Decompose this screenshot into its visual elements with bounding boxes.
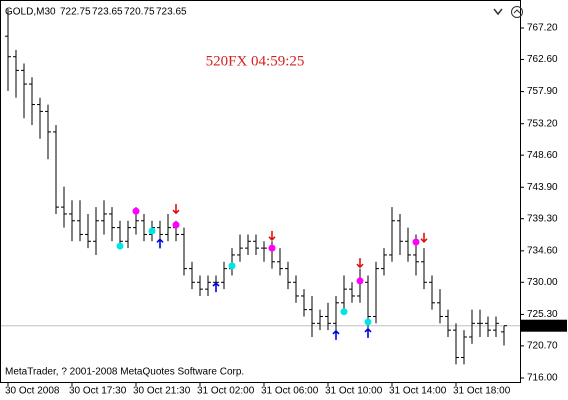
window-buttons[interactable] <box>493 6 523 18</box>
buy-arrow <box>364 327 372 338</box>
x-tick-label: 30 Oct 17:30 <box>69 386 127 397</box>
y-tick-label: 734.60 <box>527 245 558 256</box>
signal-dot <box>228 262 236 270</box>
price-box <box>521 319 567 332</box>
y-tick-label: 757.90 <box>527 86 558 97</box>
header-open: 722.75 <box>60 7 91 18</box>
y-tick-label: 720.70 <box>527 341 558 352</box>
x-tick-label: 31 Oct 02:00 <box>197 386 255 397</box>
y-tick-label: 730.00 <box>527 277 558 288</box>
header-high: 723.65 <box>92 7 123 18</box>
symbol: GOLD,M30 <box>5 7 56 18</box>
signal-dot <box>364 318 372 326</box>
y-tick-label: 753.20 <box>527 118 558 129</box>
sell-arrow <box>420 232 428 243</box>
x-tick-label: 31 Oct 06:00 <box>261 386 319 397</box>
sell-arrow <box>172 204 180 215</box>
x-tick-label: 30 Oct 2008 <box>5 386 60 397</box>
signal-dot <box>356 277 364 285</box>
y-tick-label: 716.00 <box>527 373 558 384</box>
signal-dot <box>340 308 348 316</box>
signal-dot <box>132 207 140 215</box>
y-tick-label: 739.30 <box>527 213 558 224</box>
y-tick-label: 725.30 <box>527 309 558 320</box>
buy-arrow <box>332 329 340 340</box>
copyright: MetaTrader, ? 2001-2008 MetaQuotes Softw… <box>5 367 244 378</box>
header-low: 720.75 <box>124 7 155 18</box>
signal-dot <box>412 238 420 246</box>
y-tick-label: 743.90 <box>527 182 558 193</box>
close-glyph <box>513 9 521 14</box>
buy-arrow <box>212 281 220 293</box>
collapse-button[interactable] <box>493 8 503 16</box>
y-tick-label: 767.20 <box>527 23 558 34</box>
header-close: 723.65 <box>156 7 187 18</box>
buy-arrow <box>156 238 164 249</box>
sell-arrow <box>268 230 276 241</box>
signal-dot <box>148 227 156 235</box>
close-button[interactable] <box>511 6 523 18</box>
signal-dot <box>268 244 276 252</box>
watermark: 520FX 04:59:25 <box>206 53 305 69</box>
x-tick-label: 31 Oct 14:00 <box>389 386 447 397</box>
sell-arrow <box>356 258 364 269</box>
price-label: 723.65 <box>525 320 556 331</box>
y-tick-label: 762.60 <box>527 54 558 65</box>
plot-frame <box>0 0 521 383</box>
signal-dot <box>116 242 124 250</box>
x-tick-label: 30 Oct 21:30 <box>133 386 191 397</box>
x-tick-label: 31 Oct 10:00 <box>325 386 383 397</box>
y-tick-label: 748.60 <box>527 150 558 161</box>
signal-dot <box>172 221 180 229</box>
x-tick-label: 31 Oct 18:00 <box>453 386 511 397</box>
